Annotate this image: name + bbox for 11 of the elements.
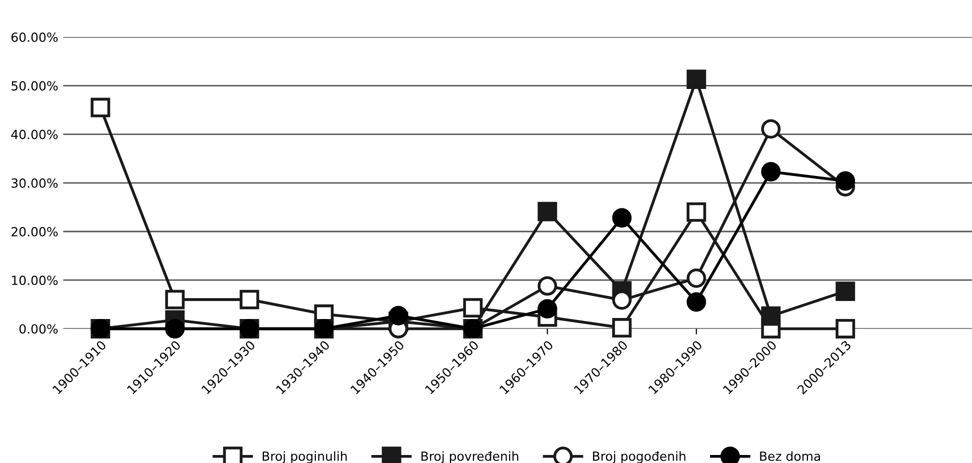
legend-label: Broj povređenih	[422, 451, 518, 463]
y-tick-label: 20.00%	[12, 226, 58, 236]
y-tick-label: 50.00%	[12, 81, 58, 91]
y-tick-label: 40.00%	[11, 130, 58, 140]
legend-label: Broj pogođenih	[593, 451, 686, 463]
y-tick-label: 60.00%	[12, 32, 58, 42]
y-tick-label: 0.00%	[19, 324, 58, 334]
y-tick-label: 10.00%	[12, 276, 58, 286]
legend-label: Broj poginulih	[262, 451, 347, 463]
y-tick-label: 30.00%	[12, 178, 58, 188]
legend-label: Bez doma	[760, 451, 820, 461]
